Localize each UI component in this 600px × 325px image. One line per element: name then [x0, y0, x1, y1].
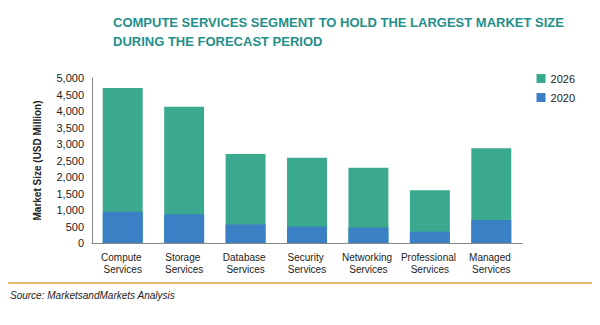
svg-text:Services: Services: [349, 264, 387, 275]
svg-text:1,500: 1,500: [56, 188, 84, 200]
svg-text:Services: Services: [226, 264, 264, 275]
svg-text:Database: Database: [223, 252, 269, 263]
svg-text:2,000: 2,000: [56, 171, 84, 183]
svg-text:Compute: Compute: [101, 252, 144, 263]
svg-text:Services: Services: [104, 264, 142, 275]
svg-text:3,000: 3,000: [56, 138, 84, 150]
svg-text:DURING THE FORECAST PERIOD: DURING THE FORECAST PERIOD: [113, 34, 322, 49]
svg-text:2026: 2026: [551, 73, 575, 85]
svg-text:Networking: Networking: [342, 252, 395, 263]
svg-text:Security: Security: [288, 252, 327, 263]
svg-text:COMPUTE SERVICES SEGMENT TO HO: COMPUTE SERVICES SEGMENT TO HOLD THE LAR…: [113, 15, 568, 30]
svg-text:Services: Services: [472, 264, 510, 275]
svg-text:4,500: 4,500: [56, 89, 84, 101]
svg-text:3,500: 3,500: [56, 122, 84, 134]
svg-text:Managed: Managed: [469, 252, 513, 263]
svg-text:Market Size (USD Million): Market Size (USD Million): [32, 100, 43, 220]
svg-text:4,000: 4,000: [56, 105, 84, 117]
svg-text:0: 0: [78, 237, 84, 249]
svg-text:Storage: Storage: [165, 252, 203, 263]
svg-text:2020: 2020: [551, 92, 575, 104]
svg-text:Services: Services: [288, 264, 326, 275]
svg-text:Services: Services: [411, 264, 449, 275]
svg-text:Source: MarketsandMarkets Anal: Source: MarketsandMarkets Analysis: [10, 290, 175, 301]
svg-text:500: 500: [66, 221, 84, 233]
svg-text:2,500: 2,500: [56, 155, 84, 167]
svg-text:Professional: Professional: [401, 252, 459, 263]
svg-text:5,000: 5,000: [56, 72, 84, 84]
svg-text:Services: Services: [165, 264, 203, 275]
svg-text:1,000: 1,000: [56, 204, 84, 216]
